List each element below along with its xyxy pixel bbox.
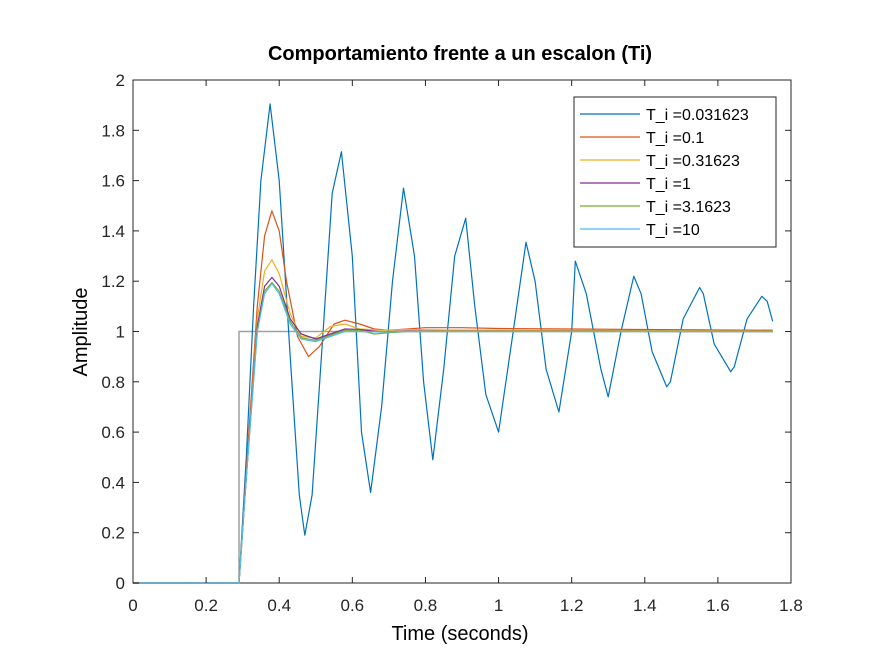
x-tick-label: 1.8 [779, 596, 803, 615]
y-tick-label: 0.2 [101, 524, 125, 543]
y-tick-label: 1.6 [101, 172, 125, 191]
x-tick-label: 0.6 [341, 596, 365, 615]
series-line-0 [133, 103, 774, 584]
y-tick-label: 1 [116, 323, 125, 342]
chart-title: Comportamiento frente a un escalon (Ti) [268, 43, 652, 65]
tick-layer: 0 0.2 0.4 0.6 0.8 1 1.2 1.4 1.6 1.8 0 0.2 0.4 0.6 0.8 1… [101, 71, 802, 615]
legend-entry-0: T_i =0.031623 [646, 107, 749, 124]
x-tick-label: 0.4 [267, 596, 291, 615]
x-axis-label: Time (seconds) [391, 623, 528, 645]
series-layer [133, 103, 774, 584]
y-tick-label: 1.4 [101, 222, 125, 241]
legend-entry-1: T_i =0.1 [646, 130, 704, 147]
legend-entry-5: T_i =10 [646, 222, 700, 239]
y-tick-label: 2 [116, 71, 125, 90]
series-line-5 [133, 283, 773, 584]
y-tick-label: 0.6 [101, 423, 125, 442]
legend-entry-3: T_i =1 [646, 176, 691, 193]
series-line-2 [133, 259, 773, 584]
x-tick-label: 1 [494, 596, 503, 615]
legend-entry-2: T_i =0.31623 [646, 153, 740, 170]
x-tick-label: 1.2 [560, 596, 584, 615]
x-tick-label: 0.8 [414, 596, 438, 615]
y-tick-label: 1.2 [101, 272, 125, 291]
x-tick-label: 1.6 [706, 596, 730, 615]
y-axis-label: Amplitude [70, 288, 92, 377]
y-tick-label: 0 [116, 574, 125, 593]
y-tick-label: 1.8 [101, 121, 125, 140]
legend: T_i =0.031623 T_i =0.1 T_i =0.31623 T_i =1 T… [573, 96, 777, 248]
legend-entry-4: T_i =3.1623 [646, 199, 731, 216]
series-line-1 [133, 210, 773, 584]
x-tick-label: 0.2 [194, 596, 218, 615]
y-tick-label: 0.4 [101, 473, 125, 492]
y-tick-label: 0.8 [101, 373, 125, 392]
x-tick-label: 1.4 [633, 596, 657, 615]
x-tick-label: 0 [128, 596, 137, 615]
legend-box [573, 96, 777, 248]
